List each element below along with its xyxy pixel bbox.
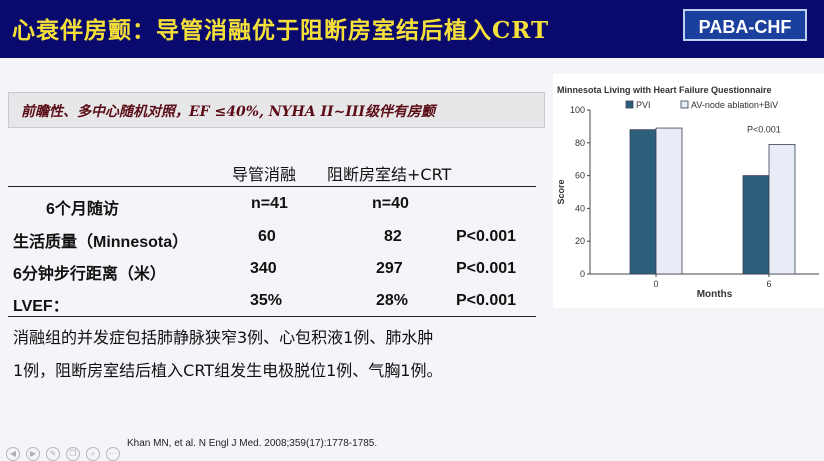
legend-label: PVI <box>636 100 651 110</box>
chart-title: Minnesota Living with Heart Failure Ques… <box>557 85 772 95</box>
y-tick-label: 80 <box>575 138 585 148</box>
y-tick-label: 40 <box>575 203 585 213</box>
y-axis-label: Score <box>556 179 566 204</box>
bar-pvi-6 <box>742 175 770 275</box>
cell-ablation-quality-of-life: 60 <box>258 228 276 245</box>
citation: Khan MN, et al. N Engl J Med. 2008;359(1… <box>127 438 378 449</box>
column-header-ablation: 导管消融 <box>232 165 297 184</box>
cell-crt-followup: n=40 <box>372 195 409 212</box>
trial-badge: PABA-CHF <box>683 9 807 41</box>
cell-crt-lvef: 28% <box>376 292 409 309</box>
presentation-controls: ◀ ▶ ✎ ❐ ⌕ ⋯ <box>6 441 126 461</box>
row-label-followup: 6个月随访 <box>46 201 119 218</box>
legend-swatch <box>625 100 634 109</box>
cell-crt-quality-of-life: 82 <box>384 228 402 245</box>
cell-ablation-followup: n=41 <box>251 195 288 212</box>
table-bottom-rule <box>8 316 536 317</box>
column-header-crt: 阻断房室结+CRT <box>327 165 452 184</box>
y-tick-label: 60 <box>575 171 585 181</box>
x-tick-label: 0 <box>653 279 658 289</box>
cell-p-quality-of-life: P<0.001 <box>456 228 517 245</box>
bar-av-node-biv-6 <box>768 144 796 275</box>
cell-crt-walk-distance: 297 <box>376 260 403 277</box>
trial-design-box: 前瞻性、多中心随机对照，EF ≤40%, NYHA II~III级伴有房颤 <box>8 92 545 128</box>
row-label-quality-of-life: 生活质量（Minnesota） <box>13 234 189 251</box>
minnesota-score-chart: Minnesota Living with Heart Failure Ques… <box>553 74 824 308</box>
bar-pvi-0 <box>629 129 657 275</box>
cell-p-walk-distance: P<0.001 <box>456 260 517 277</box>
cell-ablation-lvef: 35% <box>250 292 283 309</box>
trial-design-text: 前瞻性、多中心随机对照，EF ≤40%, NYHA II~III级伴有房颤 <box>21 104 435 120</box>
chart-bars <box>629 127 796 275</box>
cell-ablation-walk-distance: 340 <box>250 260 277 277</box>
legend-swatch <box>680 100 689 109</box>
complications-note-line-2: 1例，阻断房室结后植入CRT组发生电极脱位1例、气胸1例。 <box>13 361 443 380</box>
row-label-walk-distance: 6分钟步行距离（米） <box>13 266 166 283</box>
x-tick-label: 6 <box>766 279 771 289</box>
slide-title: 心衰伴房颤：导管消融优于阻断房室结后植入CRT <box>12 17 550 44</box>
y-tick-label: 0 <box>580 269 585 279</box>
x-axis-label: Months <box>697 289 733 300</box>
title-bar: 心衰伴房颤：导管消融优于阻断房室结后植入CRT PABA-CHF <box>0 0 824 58</box>
row-label-lvef: LVEF： <box>13 298 69 315</box>
y-tick-label: 100 <box>570 105 585 115</box>
complications-note-line-1: 消融组的并发症包括肺静脉狭窄3例、心包积液1例、肺水肿 <box>13 328 434 347</box>
y-tick-label: 20 <box>575 236 585 246</box>
chart-legend: PVI AV-node ablation+BiV <box>625 100 778 110</box>
cell-p-lvef: P<0.001 <box>456 292 517 309</box>
table-top-rule <box>8 186 536 187</box>
bar-av-node-biv-0 <box>655 127 683 275</box>
legend-label: AV-node ablation+BiV <box>691 100 778 110</box>
p-value-annotation: P<0.001 <box>747 124 781 134</box>
